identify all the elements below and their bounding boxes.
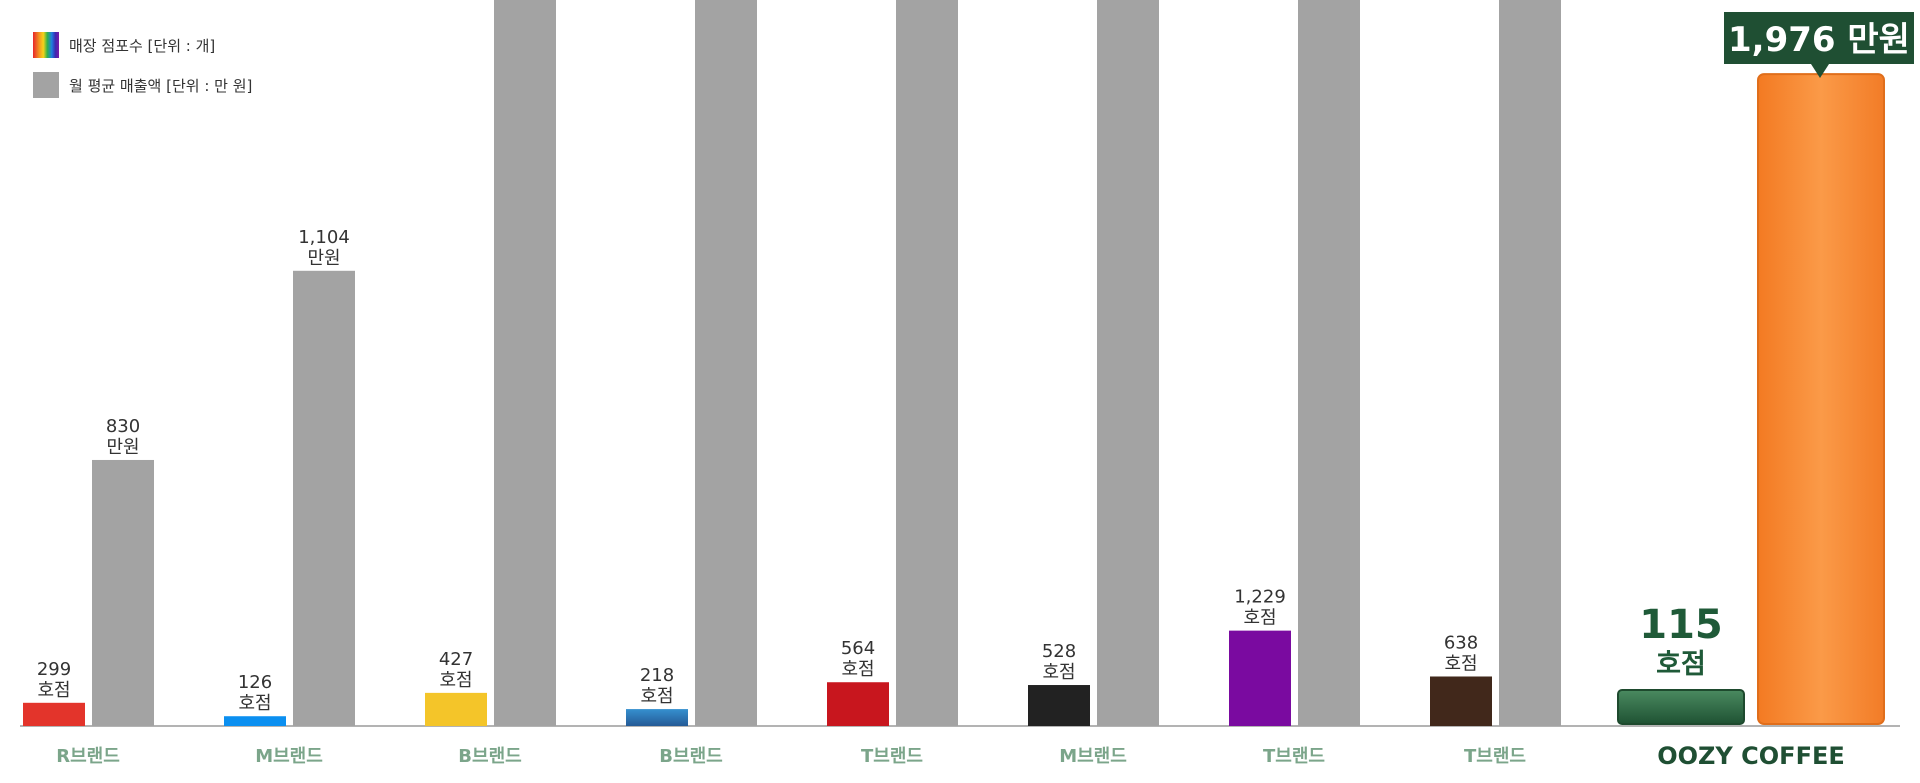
highlight-callout-pointer (1811, 64, 1829, 78)
category-label: R브랜드 (56, 746, 120, 767)
sales-bar (1097, 0, 1159, 726)
sales-value-label: 830 (106, 416, 140, 437)
legend-item-stores: 매장 점포수 [단위 : 개] (33, 32, 252, 58)
category-label: T브랜드 (1263, 746, 1325, 767)
sales-bar (1499, 0, 1561, 727)
store-bar (23, 702, 85, 726)
store-unit-label: 호점 (1243, 608, 1276, 629)
store-value-label-highlight: 115 (1639, 602, 1723, 648)
legend-swatch-sales (33, 72, 59, 98)
sales-bar (494, 0, 556, 726)
store-value-label: 218 (640, 665, 674, 686)
store-unit-label: 호점 (640, 686, 673, 707)
legend-item-sales: 월 평균 매출액 [단위 : 만 원] (33, 72, 252, 98)
store-value-label: 528 (1042, 641, 1076, 662)
sales-unit-label: 만원 (106, 437, 139, 458)
category-label: T브랜드 (1464, 746, 1526, 767)
store-value-label: 638 (1444, 632, 1478, 653)
legend-label-sales: 월 평균 매출액 [단위 : 만 원] (69, 76, 253, 95)
highlight-callout-box (1724, 12, 1914, 64)
legend: 매장 점포수 [단위 : 개] 월 평균 매출액 [단위 : 만 원] (33, 32, 252, 112)
labels-layer: 299호점830만원R브랜드126호점1,104만원M브랜드427호점1,513… (37, 12, 1914, 770)
sales-bar (695, 0, 757, 727)
store-bar (1028, 685, 1090, 726)
category-label: B브랜드 (458, 746, 521, 767)
store-bar (425, 692, 487, 726)
store-bar (224, 716, 286, 726)
store-unit-label: 호점 (439, 670, 472, 691)
category-label: B브랜드 (659, 746, 722, 767)
store-unit-label: 호점 (841, 659, 874, 680)
store-unit-label-highlight: 호점 (1656, 649, 1706, 680)
category-label-highlight: OOZY COFFEE (1657, 742, 1845, 770)
category-label: T브랜드 (861, 746, 923, 767)
bars-layer (23, 0, 1885, 727)
store-bar (626, 709, 688, 726)
sales-bar (1298, 0, 1360, 726)
store-value-label: 427 (439, 649, 473, 670)
store-value-label: 126 (238, 672, 272, 693)
sales-unit-label: 만원 (307, 248, 340, 269)
store-unit-label: 호점 (238, 693, 271, 714)
store-bar (1430, 676, 1492, 726)
store-value-label: 299 (37, 659, 71, 680)
sales-bar (896, 0, 958, 727)
sales-bar (293, 270, 355, 726)
store-bar (1229, 630, 1291, 726)
store-value-label: 1,229 (1234, 587, 1286, 608)
store-value-label: 564 (841, 638, 875, 659)
sales-bar-highlight (1757, 73, 1885, 725)
store-unit-label: 호점 (37, 680, 70, 701)
sales-value-label-highlight: 1,976 만원 (1728, 20, 1910, 60)
legend-swatch-stores (33, 32, 59, 58)
category-label: M브랜드 (1059, 746, 1127, 767)
sales-value-label: 1,104 (298, 227, 350, 248)
legend-label-stores: 매장 점포수 [단위 : 개] (69, 36, 216, 55)
category-label: M브랜드 (255, 746, 323, 767)
store-bar-highlight (1617, 689, 1745, 726)
store-unit-label: 호점 (1444, 653, 1477, 674)
sales-bar (92, 459, 154, 726)
store-unit-label: 호점 (1042, 662, 1075, 683)
store-bar (827, 682, 889, 726)
